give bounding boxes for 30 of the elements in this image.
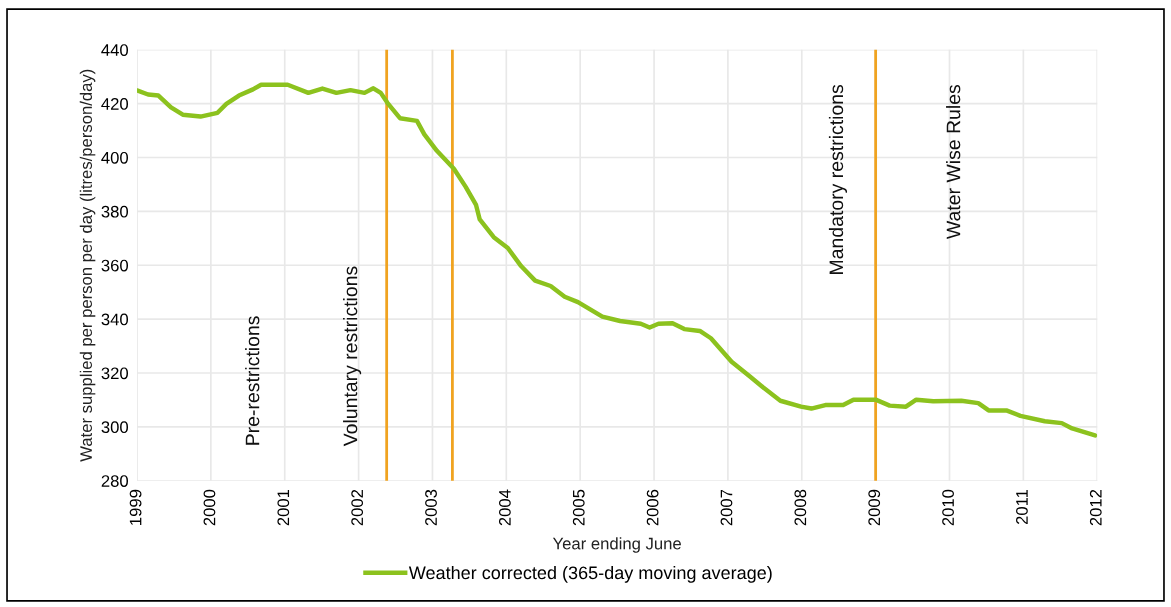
legend-label: Weather corrected (365-day moving average) xyxy=(408,565,772,583)
y-tick-label: 380 xyxy=(101,205,129,218)
y-tick-label: 320 xyxy=(101,367,129,380)
x-tick-label: 2000 xyxy=(203,489,216,526)
x-tick-label: 2012 xyxy=(1089,489,1102,526)
y-tick-label: 340 xyxy=(101,313,129,326)
y-tick-label: 280 xyxy=(101,475,129,487)
y-tick-label: 360 xyxy=(101,259,129,272)
x-tick-label: 2006 xyxy=(646,489,659,526)
y-tick-label: 300 xyxy=(101,421,129,434)
annotation: Voluntary restrictions xyxy=(343,266,362,447)
x-tick-label: 2009 xyxy=(868,489,881,526)
x-tick-label: 2003 xyxy=(425,489,437,526)
annotation: Water Wise Rules xyxy=(946,84,961,240)
annotation: Mandatory restrictions xyxy=(828,84,848,274)
annotation: Pre-restrictions xyxy=(245,316,260,445)
x-tick-label: 2008 xyxy=(794,489,807,526)
x-tick-label: 1999 xyxy=(129,489,142,525)
x-tick-label: 2002 xyxy=(351,489,364,526)
x-tick-label: 2007 xyxy=(720,489,733,526)
x-tick-label: 2011 xyxy=(1016,489,1028,525)
y-tick-label: 440 xyxy=(101,44,129,56)
y-tick-label: 420 xyxy=(101,98,129,110)
x-tick-label: 2001 xyxy=(277,489,290,526)
x-tick-label: 2005 xyxy=(572,489,585,526)
x-axis-title: Year ending June xyxy=(552,537,681,553)
y-axis-title: Water supplied per person per day (litres/person/day) xyxy=(79,69,96,462)
y-tick-label: 400 xyxy=(101,151,129,164)
x-tick-label: 2004 xyxy=(498,489,511,526)
x-tick-label: 2010 xyxy=(942,489,954,526)
